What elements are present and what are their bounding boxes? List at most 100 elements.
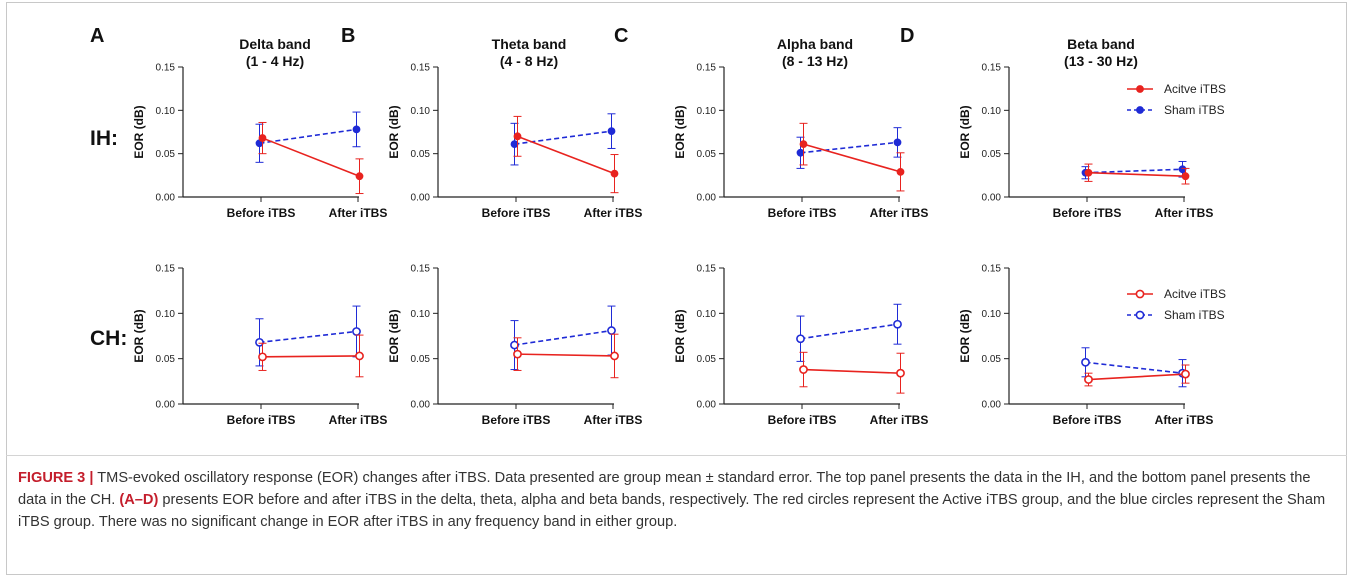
caption-text-part1: TMS-evoked oscillatory response (EOR) ch… <box>18 470 1311 508</box>
data-point-sham-D-CH <box>1081 357 1090 367</box>
caption-label: FIGURE 3 | <box>18 470 94 486</box>
legend-label-top-0: Acitve iTBS <box>1164 82 1226 96</box>
x-tick-label-A-IH: After iTBS <box>329 206 388 220</box>
series-line-sham-D-IH <box>1085 168 1183 174</box>
y-tick-label-A-CH: 0.15 <box>156 264 176 275</box>
x-tick-label-B-IH: Before iTBS <box>482 206 551 220</box>
legend-label-bottom-1: Sham iTBS <box>1164 308 1225 322</box>
band-title-line1-A: Delta band <box>239 36 311 52</box>
panel-letter-C: C <box>614 25 628 47</box>
y-tick-label-D-CH: 0.05 <box>982 354 1002 365</box>
data-point-sham-C-IH <box>893 138 902 147</box>
x-tick-label-C-IH: After iTBS <box>870 206 929 220</box>
legend-marker-top-0 <box>1136 85 1144 93</box>
row-label-IH: IH: <box>90 127 118 150</box>
x-tick-label-D-IH: After iTBS <box>1155 206 1214 220</box>
x-tick-label-C-CH: Before iTBS <box>768 413 837 427</box>
caption-text-part2: presents EOR before and after iTBS in th… <box>18 492 1326 530</box>
x-tick-label-C-IH: Before iTBS <box>768 206 837 220</box>
y-tick-label-D-IH: 0.00 <box>982 193 1002 204</box>
y-axis-label-D-CH: EOR (dB) <box>958 309 972 362</box>
band-title-line1-B: Theta band <box>492 36 567 52</box>
x-tick-label-A-IH: Before iTBS <box>227 206 296 220</box>
data-point-sham-B-CH <box>607 326 616 335</box>
y-tick-label-C-IH: 0.00 <box>697 193 717 204</box>
series-line-sham-B-CH <box>514 329 612 346</box>
legend-label-bottom-0: Acitve iTBS <box>1164 287 1226 301</box>
y-tick-label-D-IH: 0.05 <box>982 149 1002 160</box>
series-line-active-A-IH <box>262 137 360 177</box>
y-tick-label-A-CH: 0.05 <box>156 354 176 365</box>
y-axis-label-B-CH: EOR (dB) <box>387 309 401 362</box>
y-tick-label-A-CH: 0.10 <box>156 309 176 320</box>
y-axis-label-C-CH: EOR (dB) <box>673 309 687 362</box>
caption-divider <box>6 455 1347 456</box>
data-point-active-B-IH <box>513 132 522 141</box>
data-point-sham-D-IH <box>1178 165 1187 174</box>
y-axis-label-A-IH: EOR (dB) <box>132 105 146 158</box>
y-tick-label-C-CH: 0.15 <box>697 264 717 275</box>
x-tick-label-D-CH: Before iTBS <box>1053 413 1122 427</box>
series-line-sham-A-IH <box>259 128 357 145</box>
band-title-line1-C: Alpha band <box>777 36 853 52</box>
series-line-sham-C-IH <box>800 141 898 154</box>
series-line-sham-D-CH <box>1085 361 1183 374</box>
data-point-sham-B-IH <box>510 140 519 149</box>
x-tick-label-B-IH: After iTBS <box>584 206 643 220</box>
x-tick-label-A-CH: After iTBS <box>329 413 388 427</box>
panel-letter-A: A <box>90 25 104 47</box>
y-tick-label-B-CH: 0.15 <box>411 264 431 275</box>
figure-frame <box>6 2 1347 575</box>
y-axis-label-D-IH: EOR (dB) <box>958 105 972 158</box>
panel-letter-D: D <box>900 25 914 47</box>
data-point-active-D-IH <box>1181 172 1190 181</box>
band-title-line2-C: (8 - 13 Hz) <box>782 53 848 69</box>
y-tick-label-B-CH: 0.10 <box>411 309 431 320</box>
x-tick-label-D-CH: After iTBS <box>1155 413 1214 427</box>
data-point-active-A-CH <box>355 351 364 361</box>
data-point-active-B-IH <box>610 169 619 178</box>
series-line-active-D-CH <box>1088 373 1186 381</box>
figure-caption: FIGURE 3 | TMS-evoked oscillatory respon… <box>18 467 1338 533</box>
series-line-active-C-IH <box>803 143 901 173</box>
data-point-active-C-CH <box>896 368 905 378</box>
row-label-CH: CH: <box>90 327 127 350</box>
data-point-sham-B-CH <box>510 340 519 350</box>
data-point-sham-C-CH <box>893 319 902 329</box>
y-axis-label-A-CH: EOR (dB) <box>132 309 146 362</box>
y-axis-label-C-IH: EOR (dB) <box>673 105 687 158</box>
y-tick-label-D-IH: 0.15 <box>982 63 1002 74</box>
data-point-active-A-IH <box>258 134 267 142</box>
y-tick-label-C-IH: 0.10 <box>697 106 717 117</box>
y-tick-label-B-IH: 0.15 <box>411 63 431 74</box>
y-tick-label-B-IH: 0.00 <box>411 193 431 204</box>
legend-marker-bottom-0 <box>1135 289 1145 299</box>
y-tick-label-C-CH: 0.00 <box>697 400 717 411</box>
y-tick-label-C-IH: 0.05 <box>697 149 717 160</box>
caption-panel-reference: (A–D) <box>119 492 159 508</box>
panel-letter-B: B <box>341 25 355 47</box>
y-axis-label-B-IH: EOR (dB) <box>387 105 401 158</box>
y-tick-label-C-CH: 0.10 <box>697 309 717 320</box>
data-point-active-C-IH <box>896 167 905 176</box>
figure-canvas: A Delta band(1 - 4 Hz) B Theta band(4 - 8 H… <box>90 25 1226 427</box>
x-tick-label-D-IH: Before iTBS <box>1053 206 1122 220</box>
legend-marker-top-1 <box>1136 106 1144 114</box>
y-tick-label-D-CH: 0.15 <box>982 264 1002 275</box>
data-point-active-D-IH <box>1084 168 1093 177</box>
data-point-active-A-CH <box>258 352 267 362</box>
y-tick-label-A-CH: 0.00 <box>156 400 176 411</box>
y-tick-label-D-CH: 0.00 <box>982 400 1002 411</box>
series-line-active-B-IH <box>517 135 615 175</box>
series-line-sham-C-CH <box>800 323 898 340</box>
data-point-active-C-CH <box>799 365 808 374</box>
x-tick-label-C-CH: After iTBS <box>870 413 929 427</box>
y-tick-label-B-IH: 0.05 <box>411 149 431 160</box>
band-title-line2-D: (13 - 30 Hz) <box>1064 53 1138 69</box>
legend-label-top-1: Sham iTBS <box>1164 103 1225 117</box>
y-tick-label-A-IH: 0.00 <box>156 193 176 204</box>
x-tick-label-B-CH: After iTBS <box>584 413 643 427</box>
band-title-line2-A: (1 - 4 Hz) <box>246 53 304 69</box>
y-tick-label-A-IH: 0.15 <box>156 63 176 74</box>
data-point-sham-A-CH <box>352 327 361 336</box>
